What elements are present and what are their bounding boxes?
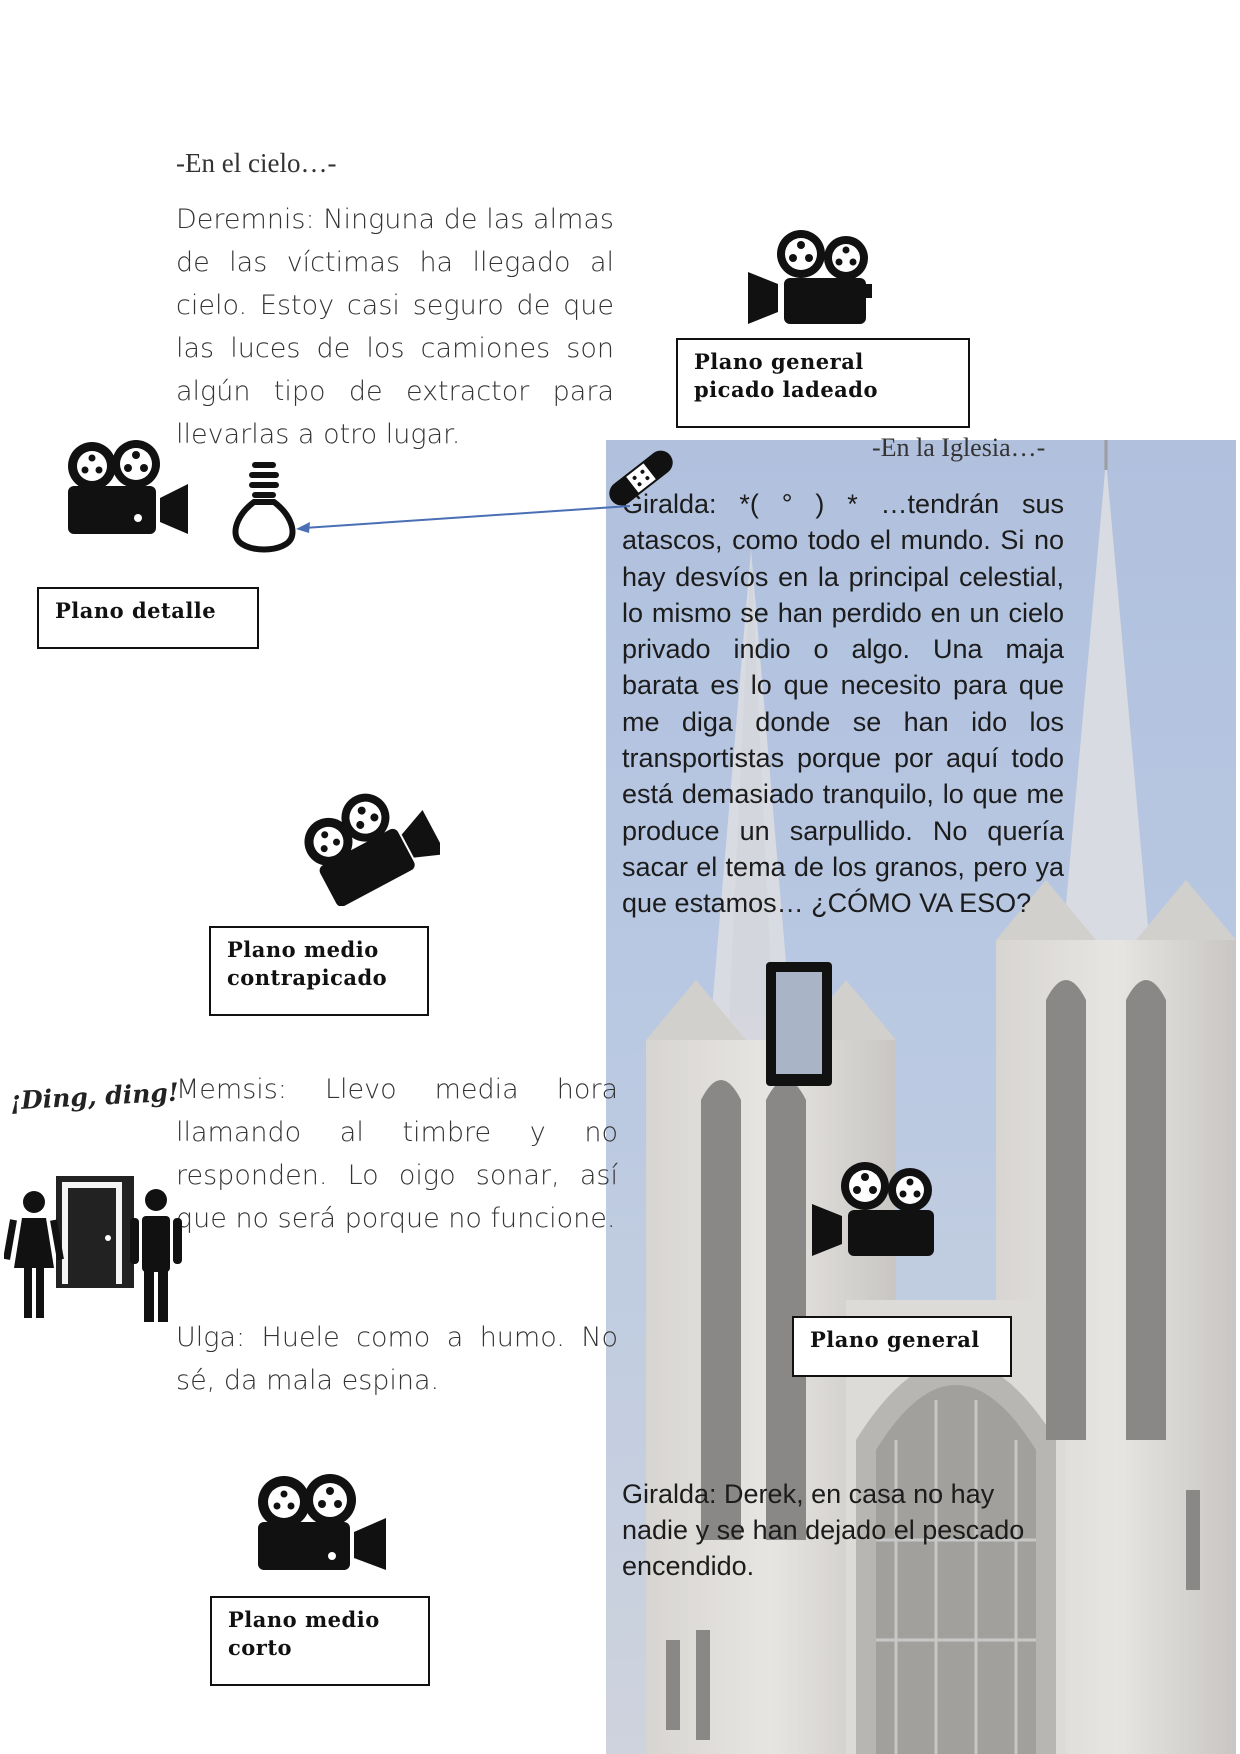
shot-label-general: Plano general (792, 1316, 1012, 1377)
light-bulb-icon (232, 462, 296, 553)
church-scene-dialogue-1: Giralda: *( ° ) * …tendrán sus atascos, … (622, 489, 1064, 919)
film-camera-icon (68, 440, 188, 534)
door-scene-dialogue-1: Memsis: Llevo media hora llamando al tim… (176, 1074, 618, 1234)
doorbell-sound: ¡Ding, ding! (9, 1077, 180, 1116)
shot-label-general-tilted: Plano general picado ladeado (676, 338, 970, 428)
door-with-people-icon (4, 1176, 182, 1322)
church-scene-heading: -En la Iglesia…- (872, 433, 1046, 462)
shot-label-detail: Plano detalle (37, 587, 259, 649)
film-camera-icon (748, 230, 872, 324)
church-scene-dialogue-2: Giralda: Derek, en casa no hay nadie y s… (622, 1479, 1025, 1581)
door-scene-dialogue-2: Ulga: Huele como a humo. No sé, da mala … (176, 1322, 618, 1396)
shot-label-medium-short: Plano medio corto (210, 1596, 430, 1686)
sky-scene-heading: -En el cielo…- (176, 148, 337, 178)
film-camera-icon (258, 1474, 386, 1570)
film-camera-icon (812, 1162, 934, 1256)
sky-scene-dialogue: Deremnis: Ninguna de las almas de las ví… (176, 204, 614, 450)
film-camera-icon (304, 793, 440, 906)
shot-label-medium-low-angle: Plano medio contrapicado (209, 926, 429, 1016)
arrow-line (296, 505, 631, 533)
smartphone-icon (766, 962, 832, 1086)
bandage-icon (609, 450, 673, 506)
